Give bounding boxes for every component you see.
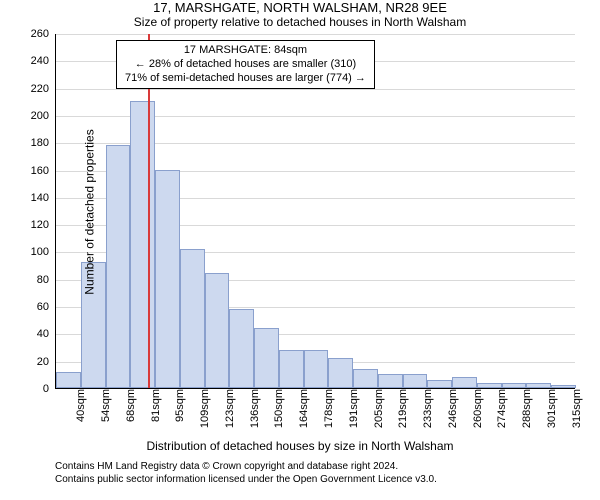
histogram-bar bbox=[304, 350, 329, 388]
plot-area: 17 MARSHGATE: 84sqm ← 28% of detached ho… bbox=[55, 34, 575, 389]
y-tick-label: 220 bbox=[31, 83, 55, 95]
histogram-bar bbox=[551, 385, 576, 388]
x-tick-label: 136sqm bbox=[245, 389, 261, 428]
histogram-bar bbox=[180, 249, 205, 388]
histogram-chart: 17 MARSHGATE: 84sqm ← 28% of detached ho… bbox=[55, 34, 575, 389]
x-tick-label: 54sqm bbox=[96, 389, 112, 422]
y-tick-label: 180 bbox=[31, 137, 55, 149]
x-tick-label: 246sqm bbox=[443, 389, 459, 428]
x-tick-label: 288sqm bbox=[517, 389, 533, 428]
histogram-bar bbox=[155, 170, 180, 388]
annotation-line: 17 MARSHGATE: 84sqm bbox=[125, 44, 366, 58]
x-tick-label: 191sqm bbox=[344, 389, 360, 428]
y-tick-label: 240 bbox=[31, 55, 55, 67]
x-tick-label: 315sqm bbox=[567, 389, 583, 428]
histogram-bar bbox=[254, 328, 279, 388]
y-tick-label: 60 bbox=[37, 301, 55, 313]
y-tick-label: 160 bbox=[31, 165, 55, 177]
histogram-bar bbox=[130, 101, 155, 388]
x-tick-label: 301sqm bbox=[542, 389, 558, 428]
x-tick-label: 260sqm bbox=[468, 389, 484, 428]
histogram-bar bbox=[279, 350, 304, 388]
x-tick-label: 150sqm bbox=[269, 389, 285, 428]
annotation-line: ← 28% of detached houses are smaller (31… bbox=[125, 58, 366, 72]
y-tick-label: 120 bbox=[31, 219, 55, 231]
histogram-bar bbox=[205, 273, 230, 388]
y-tick-label: 200 bbox=[31, 110, 55, 122]
annotation-box: 17 MARSHGATE: 84sqm ← 28% of detached ho… bbox=[116, 40, 375, 89]
annotation-line: 71% of semi-detached houses are larger (… bbox=[125, 72, 366, 86]
histogram-bar bbox=[353, 369, 378, 388]
y-tick-label: 100 bbox=[31, 246, 55, 258]
y-tick-label: 20 bbox=[37, 356, 55, 368]
x-tick-label: 40sqm bbox=[71, 389, 87, 422]
x-tick-label: 178sqm bbox=[319, 389, 335, 428]
histogram-bar bbox=[452, 377, 477, 388]
y-tick-label: 260 bbox=[31, 28, 55, 40]
histogram-bar bbox=[328, 358, 353, 388]
histogram-bar bbox=[427, 380, 452, 388]
x-tick-label: 109sqm bbox=[195, 389, 211, 428]
x-tick-label: 81sqm bbox=[146, 389, 162, 422]
x-tick-label: 219sqm bbox=[393, 389, 409, 428]
page-title: 17, MARSHGATE, NORTH WALSHAM, NR28 9EE bbox=[0, 0, 600, 15]
y-tick-label: 0 bbox=[43, 383, 55, 395]
y-tick-label: 140 bbox=[31, 192, 55, 204]
x-tick-label: 68sqm bbox=[121, 389, 137, 422]
x-tick-label: 123sqm bbox=[220, 389, 236, 428]
x-tick-label: 205sqm bbox=[369, 389, 385, 428]
x-tick-label: 164sqm bbox=[294, 389, 310, 428]
histogram-bar bbox=[403, 374, 428, 388]
x-axis-label: Distribution of detached houses by size … bbox=[0, 439, 600, 453]
footer-line: Contains HM Land Registry data © Crown c… bbox=[55, 461, 590, 474]
y-axis-label: Number of detached properties bbox=[83, 129, 97, 294]
histogram-bar bbox=[526, 383, 551, 388]
page-subtitle: Size of property relative to detached ho… bbox=[0, 15, 600, 29]
footer: Contains HM Land Registry data © Crown c… bbox=[55, 461, 590, 486]
x-tick-label: 95sqm bbox=[170, 389, 186, 422]
histogram-bar bbox=[56, 372, 81, 388]
footer-line: Contains public sector information licen… bbox=[55, 474, 590, 487]
histogram-bar bbox=[106, 145, 131, 388]
histogram-bar bbox=[229, 309, 254, 388]
x-tick-label: 233sqm bbox=[418, 389, 434, 428]
y-tick-label: 80 bbox=[37, 274, 55, 286]
histogram-bar bbox=[378, 374, 403, 388]
histogram-bar bbox=[477, 383, 502, 388]
y-tick-label: 40 bbox=[37, 328, 55, 340]
histogram-bar bbox=[502, 383, 527, 388]
x-tick-label: 274sqm bbox=[492, 389, 508, 428]
